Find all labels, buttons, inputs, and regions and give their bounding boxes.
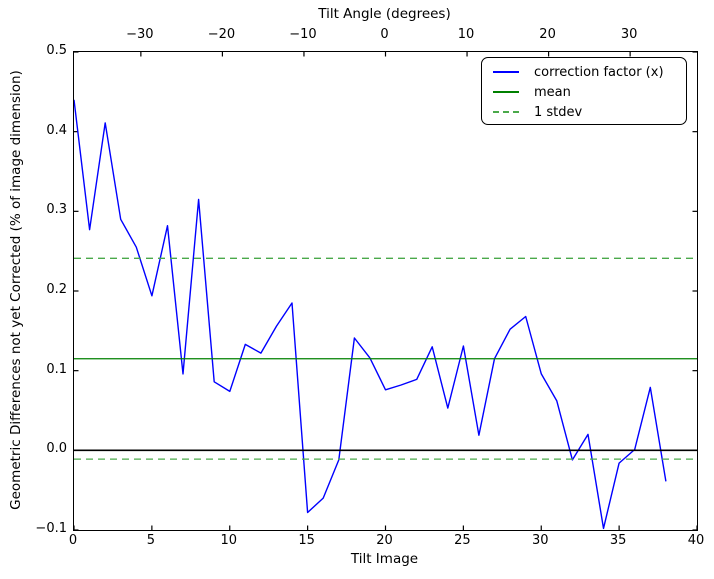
chart-svg [74, 52, 697, 530]
legend-line-sample-green [493, 91, 519, 93]
y-axis-label: Geometric Differences not yet Corrected … [8, 70, 24, 510]
top-tick-label: −10 [289, 27, 317, 42]
legend-label: correction factor (x) [534, 64, 664, 80]
legend-item-mean: mean [493, 82, 686, 102]
legend-line-sample-blue [493, 71, 519, 73]
top-tick-label: 30 [620, 27, 638, 42]
x-tick-label: 25 [454, 533, 471, 548]
x-tick-label: 35 [609, 533, 627, 548]
x-axis-title: Tilt Image [350, 551, 419, 567]
plot-area: correction factor (x) mean 1 stdev [73, 51, 698, 531]
x-tick-label: 30 [531, 533, 549, 548]
y-tick-label: 0.0 [46, 441, 67, 457]
x-tick-label: 5 [146, 533, 156, 548]
legend-line-sample-green-dashed [493, 111, 519, 113]
series-line-correction-factor [74, 99, 667, 530]
top-tick-label: −30 [126, 27, 154, 42]
y-tick-label: 0.5 [46, 43, 67, 58]
legend-label: mean [534, 84, 571, 100]
y-tick-label: 0.2 [46, 282, 67, 297]
x-tick-label: 40 [687, 533, 705, 548]
legend-item-stdev: 1 stdev [493, 102, 686, 122]
top-tick-label: −20 [207, 27, 236, 42]
y-tick-label: 0.3 [46, 202, 67, 218]
top-axis-title: Tilt Angle (degrees) [318, 6, 451, 22]
top-tick-label: 10 [457, 27, 475, 42]
legend-item-correction-factor: correction factor (x) [493, 62, 686, 82]
top-tick-label: 0 [380, 27, 389, 42]
x-tick-label: 0 [68, 533, 78, 548]
legend-label: 1 stdev [534, 104, 583, 120]
legend: correction factor (x) mean 1 stdev [481, 57, 687, 125]
y-tick-label: −0.1 [35, 521, 67, 536]
x-tick-label: 15 [298, 533, 315, 548]
y-tick-label: 0.1 [46, 361, 67, 377]
y-tick-label: 0.4 [46, 122, 67, 138]
x-tick-label: 20 [376, 533, 393, 548]
x-tick-label: 10 [220, 533, 238, 548]
top-tick-label: 20 [539, 27, 556, 42]
